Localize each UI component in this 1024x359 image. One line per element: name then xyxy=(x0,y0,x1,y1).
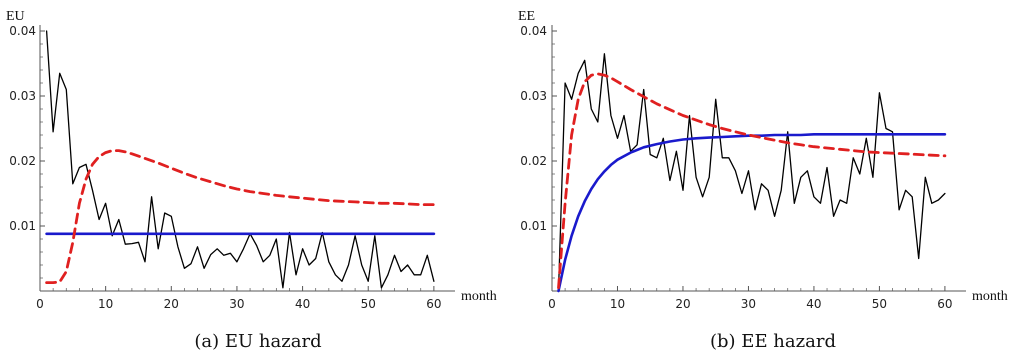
y-tick-label: 0.01 xyxy=(9,219,36,233)
y-tick-label: 0.03 xyxy=(520,89,547,103)
x-tick-label: 50 xyxy=(872,297,887,311)
x-axis-label: month xyxy=(461,289,497,304)
x-tick-label: 20 xyxy=(164,297,179,311)
x-axis-label: month xyxy=(972,289,1008,304)
x-tick-label: 20 xyxy=(675,297,690,311)
y-tick-label: 0.04 xyxy=(520,24,547,38)
x-tick-label: 40 xyxy=(806,297,821,311)
series-line-solid-black-thin xyxy=(45,30,435,289)
y-tick-label: 0.02 xyxy=(9,154,36,168)
y-axis-label: EE xyxy=(518,9,535,24)
x-tick-label: 0 xyxy=(548,297,556,311)
x-tick-label: 50 xyxy=(361,297,376,311)
series-line-solid-blue-thick xyxy=(557,133,947,293)
series-line-solid-black-thin xyxy=(557,53,946,292)
series-line-dashed-red-thick xyxy=(557,72,947,290)
panel-ee-hazard: 0.01 0.02 0.03 0.04 0 10 20 30 40 50 60 EE month (b) … xyxy=(518,9,1008,352)
y-tick-label: 0.04 xyxy=(9,24,36,38)
x-tick-label: 60 xyxy=(937,297,952,311)
series-line-dashed-red-thick xyxy=(45,149,436,285)
panel-eu-hazard: 0.01 0.02 0.03 0.04 0 10 20 30 40 50 60 EU month (a) … xyxy=(6,9,497,352)
y-tick-label: 0.03 xyxy=(9,89,36,103)
x-tick-label: 40 xyxy=(295,297,310,311)
x-tick-label: 10 xyxy=(610,297,625,311)
x-tick-label: 10 xyxy=(98,297,113,311)
y-tick-label: 0.02 xyxy=(520,154,547,168)
y-axis-label: EU xyxy=(6,9,25,24)
panel-caption: (b) EE hazard xyxy=(710,331,836,352)
panel-caption: (a) EU hazard xyxy=(194,331,321,352)
x-tick-label: 30 xyxy=(229,297,244,311)
x-tick-label: 0 xyxy=(36,297,44,311)
x-tick-label: 30 xyxy=(741,297,756,311)
x-tick-label: 60 xyxy=(426,297,441,311)
y-tick-label: 0.01 xyxy=(520,219,547,233)
